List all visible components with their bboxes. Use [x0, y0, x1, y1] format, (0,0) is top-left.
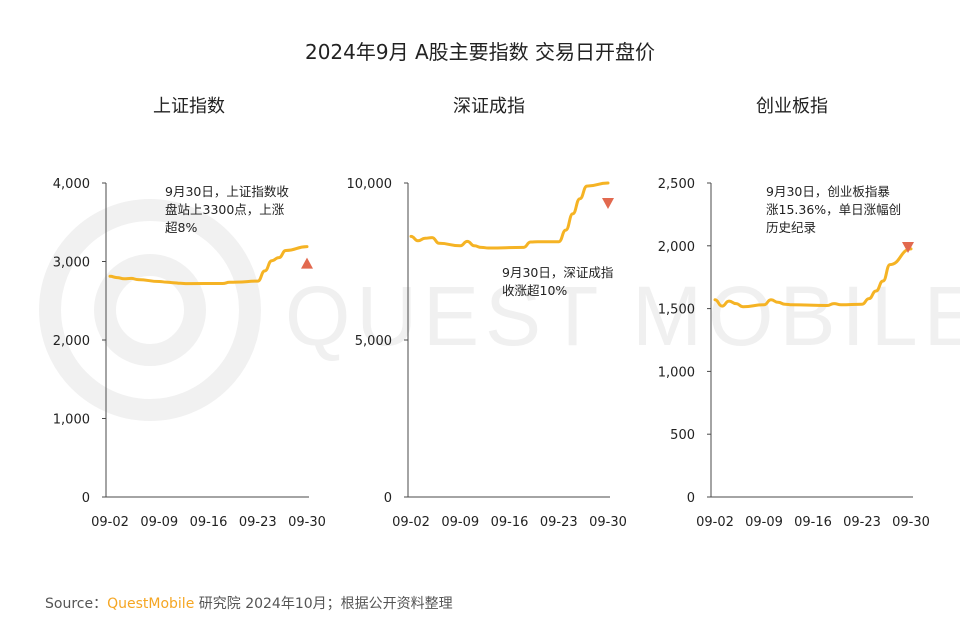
- y-tick-label: 5,000: [355, 334, 392, 349]
- y-tick-label: 0: [384, 491, 392, 506]
- y-tick-label: 2,000: [53, 334, 90, 349]
- annotation-text: 超8%: [165, 220, 197, 235]
- y-tick-label: 2,500: [658, 177, 695, 192]
- y-tick-label: 1,500: [658, 303, 695, 318]
- down-arrow-icon: [902, 241, 914, 253]
- y-tick-label: 500: [670, 428, 695, 443]
- y-tick-label: 0: [82, 491, 90, 506]
- source-rest: 研究院 2024年10月；根据公开资料整理: [194, 596, 453, 612]
- x-tick-label: 09-16: [794, 515, 832, 530]
- y-tick-label: 4,000: [53, 177, 90, 192]
- series-line: [713, 247, 913, 309]
- x-tick-label: 09-16: [190, 515, 228, 530]
- x-tick-label: 09-02: [91, 515, 129, 530]
- y-tick-label: 2,000: [658, 240, 695, 255]
- y-tick-label: 1,000: [53, 413, 90, 428]
- watermark-logo-icon: [39, 199, 261, 421]
- source-brand: QuestMobile: [107, 596, 195, 612]
- x-tick-label: 09-16: [491, 515, 529, 530]
- annotation-text: 9月30日，创业板指暴: [766, 184, 890, 199]
- source-prefix: Source：: [45, 596, 108, 612]
- chart-title: 深证成指: [453, 96, 525, 117]
- annotation-text: 涨15.36%，单日涨幅创: [766, 202, 901, 217]
- y-tick-label: 0: [687, 491, 695, 506]
- x-tick-label: 09-09: [745, 515, 783, 530]
- down-arrow-icon: [602, 198, 614, 209]
- annotation-text: 收涨超10%: [502, 283, 567, 298]
- source-note: Source：QuestMobile 研究院 2024年10月；根据公开资料整理: [45, 593, 453, 613]
- chart-title: 创业板指: [756, 96, 828, 117]
- x-tick-label: 09-30: [589, 515, 627, 530]
- x-tick-label: 09-09: [441, 515, 479, 530]
- x-tick-label: 09-30: [892, 515, 930, 530]
- y-tick-label: 10,000: [347, 177, 393, 192]
- x-tick-label: 09-23: [843, 515, 881, 530]
- page-title: 2024年9月 A股主要指数 交易日开盘价: [304, 40, 656, 64]
- y-tick-label: 1,000: [658, 365, 695, 380]
- annotation-text: 盘站上3300点，上涨: [165, 202, 285, 217]
- x-tick-label: 09-09: [140, 515, 178, 530]
- up-arrow-icon: [301, 257, 313, 269]
- annotation-text: 9月30日，深证成指: [502, 265, 613, 280]
- chart-title: 上证指数: [153, 96, 225, 117]
- x-tick-label: 09-02: [696, 515, 734, 530]
- x-tick-label: 09-23: [540, 515, 578, 530]
- annotation-text: 9月30日，上证指数收: [165, 184, 289, 199]
- watermark-text: QUEST MOBILE: [285, 269, 960, 363]
- x-tick-label: 09-30: [288, 515, 326, 530]
- x-tick-label: 09-23: [239, 515, 277, 530]
- x-tick-label: 09-02: [392, 515, 430, 530]
- y-tick-label: 3,000: [53, 256, 90, 271]
- annotation-text: 历史纪录: [766, 220, 816, 235]
